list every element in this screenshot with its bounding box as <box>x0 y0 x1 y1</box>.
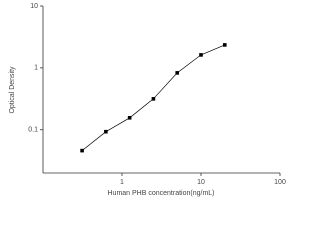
chart: Optical Density Human PHB concentration(… <box>9 3 286 197</box>
x-tick-label: 10 <box>197 179 205 186</box>
point <box>151 97 156 101</box>
point <box>222 43 227 47</box>
y-tick-label: 0.1 <box>28 127 38 134</box>
y-tick-label: 10 <box>30 3 38 10</box>
point <box>127 116 132 120</box>
x-tick-label: 100 <box>274 179 286 186</box>
y-axis-label: Optical Density <box>9 66 16 114</box>
x-axis-label: Human PHB concentration(ng/mL) <box>108 190 215 197</box>
point <box>104 129 108 134</box>
y-tick-label: 1 <box>34 65 38 72</box>
point <box>80 148 84 153</box>
x-tick-label: 1 <box>120 179 124 186</box>
point <box>199 53 203 57</box>
point <box>175 71 180 75</box>
